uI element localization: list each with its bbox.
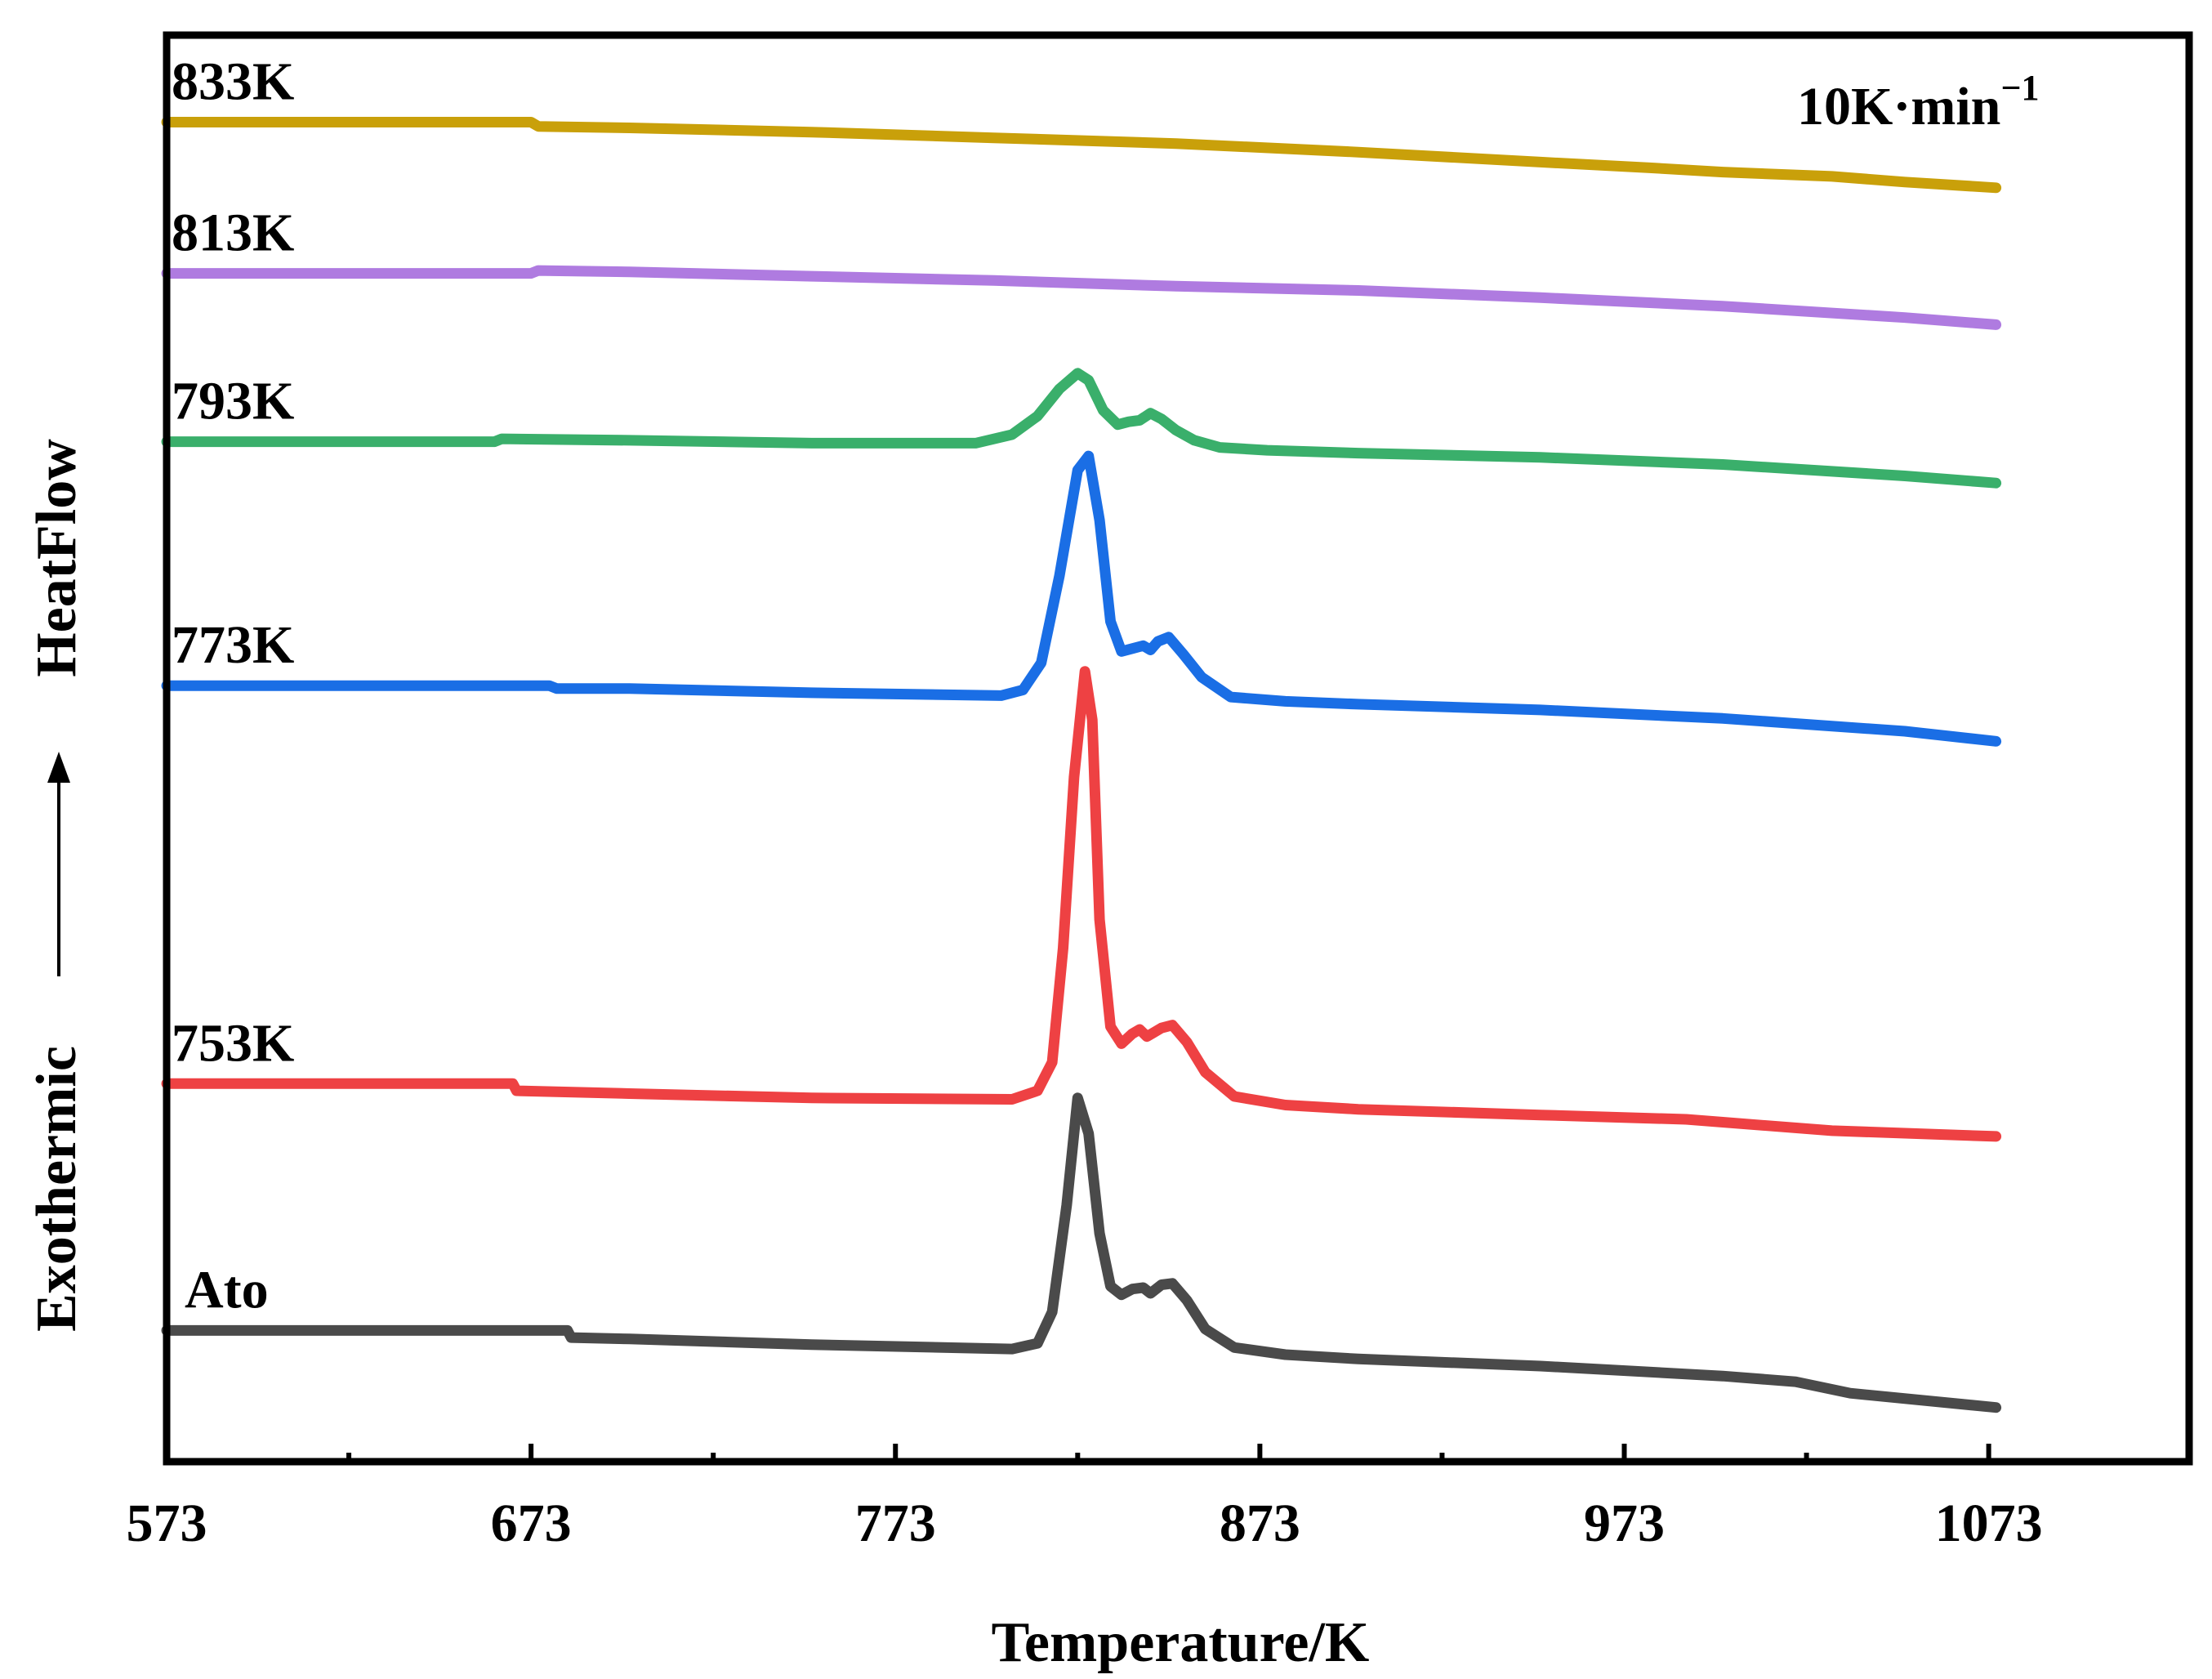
- heating-rate-exponent: −1: [2000, 68, 2039, 108]
- x-tick-label: 873: [1220, 1494, 1300, 1553]
- series-line-753k: [161, 666, 2002, 1142]
- series-label-833k: 833K: [172, 52, 294, 112]
- series-label-773k: 773K: [172, 615, 294, 675]
- heating-rate-annotation: 10K·min−1: [1797, 68, 2039, 136]
- x-tick-label: 573: [127, 1494, 207, 1553]
- series-line-833k: [161, 117, 2002, 194]
- series-label-753k: 753K: [172, 1013, 294, 1073]
- x-tick-label: 973: [1584, 1494, 1665, 1553]
- series-line-793k: [161, 368, 2002, 489]
- series-layer: [161, 117, 2002, 1413]
- series-line-773k: [161, 450, 2002, 747]
- series-line-813k: [161, 265, 2002, 330]
- series-label-ato: Ato: [185, 1260, 269, 1320]
- series-line-ato: [161, 1092, 2002, 1413]
- x-axis-title: Temperature/K: [992, 1611, 1370, 1674]
- heating-rate-text: 10K·min: [1797, 77, 2000, 136]
- series-label-813k: 813K: [172, 203, 294, 263]
- tick-label-layer: 573 673 773 873 973 1073: [127, 1494, 2043, 1553]
- plot-frame: [163, 31, 2193, 1466]
- x-tick-label: 673: [491, 1494, 572, 1553]
- x-tick-label: 773: [855, 1494, 936, 1553]
- y-axis-title-exothermic: Exothermic: [25, 1046, 88, 1332]
- y-axis-title-heatflow: HeatFlow: [25, 439, 88, 677]
- series-label-layer: 833K 813K 793K 773K 753K Ato: [172, 52, 294, 1320]
- y-axis-arrow-head: [47, 752, 70, 783]
- series-label-793k: 793K: [172, 372, 294, 431]
- tick-layer: [164, 1444, 1991, 1462]
- x-tick-label: 1073: [1935, 1494, 2043, 1553]
